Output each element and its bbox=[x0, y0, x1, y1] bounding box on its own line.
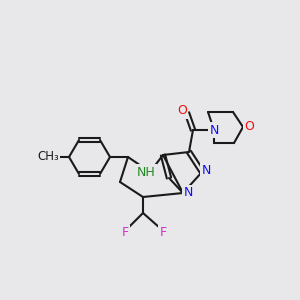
Text: F: F bbox=[159, 226, 167, 239]
Text: F: F bbox=[122, 226, 129, 239]
Text: O: O bbox=[177, 104, 187, 118]
Text: O: O bbox=[244, 121, 254, 134]
Text: N: N bbox=[201, 164, 211, 176]
Text: NH: NH bbox=[136, 166, 155, 178]
Text: CH₃: CH₃ bbox=[37, 151, 59, 164]
Text: N: N bbox=[209, 124, 219, 136]
Text: N: N bbox=[183, 187, 193, 200]
